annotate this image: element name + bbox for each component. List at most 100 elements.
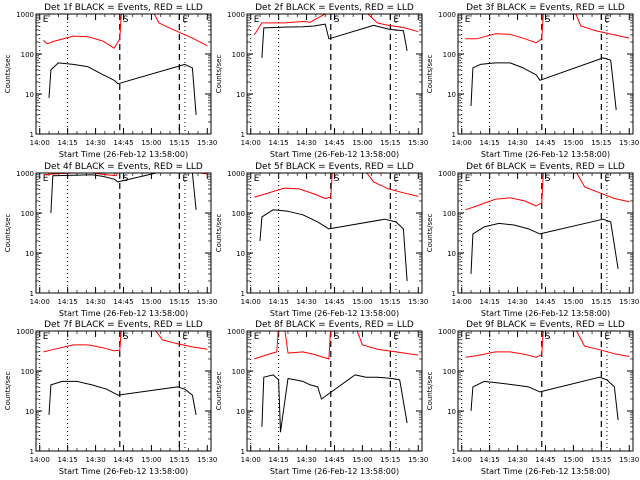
series-group — [43, 331, 208, 415]
x-tick-label: 15:00 — [563, 298, 583, 306]
plot-frame — [457, 13, 634, 135]
series-line-lld — [43, 14, 208, 49]
x-axis-label: Start Time (26-Feb-12 13:58:00) — [481, 467, 610, 476]
x-tick-label: 14:30 — [85, 456, 105, 464]
x-tick-label: 15:30 — [197, 456, 217, 464]
series-line-lld — [465, 331, 630, 358]
y-tick-label: 1 — [241, 448, 245, 456]
x-axis-label: Start Time (26-Feb-12 13:58:00) — [59, 467, 188, 476]
marker-label: E — [465, 174, 471, 184]
x-axis-label: Start Time (26-Feb-12 13:58:00) — [270, 309, 399, 318]
series-line-events — [470, 376, 619, 420]
x-tick-label: 15:30 — [619, 139, 639, 147]
panel-6: Det 6f BLACK = Events, RED = LLD Counts/s… — [426, 162, 639, 318]
series-group — [465, 173, 630, 274]
y-tick-label: 1000 — [227, 328, 245, 336]
series-line-lld — [253, 14, 419, 36]
y-tick-label: 1 — [30, 131, 34, 139]
x-tick-label: 14:15 — [480, 298, 500, 306]
y-tick-label: 10 — [236, 408, 245, 416]
panel-9: Det 9f BLACK = Events, RED = LLD Counts/s… — [426, 320, 639, 476]
x-tick-label: 15:00 — [352, 456, 372, 464]
y-axis-label: Counts/sec — [426, 55, 434, 94]
y-axis-label: Counts/sec — [426, 372, 434, 411]
x-tick-label: 15:15 — [591, 298, 611, 306]
x-tick-label: 14:15 — [58, 139, 78, 147]
marker-label: S — [334, 332, 340, 342]
x-tick-label: 15:30 — [197, 139, 217, 147]
x-tick-label: 14:15 — [480, 139, 500, 147]
x-tick-label: 15:15 — [380, 456, 400, 464]
x-axis-label: Start Time (26-Feb-12 13:58:00) — [481, 309, 610, 318]
panel-title: Det 9f BLACK = Events, RED = LLD — [466, 320, 625, 330]
marker-label: E — [393, 174, 399, 184]
series-line-events — [50, 173, 197, 214]
y-tick-label: 1000 — [16, 170, 34, 178]
marker-label: S — [545, 332, 551, 342]
series-line-events — [48, 62, 197, 115]
y-tick-label: 1 — [452, 131, 456, 139]
plot-frame — [35, 13, 212, 135]
y-tick-label: 1000 — [16, 11, 34, 19]
panel-title: Det 7f BLACK = Events, RED = LLD — [44, 320, 203, 330]
panel-4: Det 4f BLACK = Events, RED = LLD Counts/s… — [4, 162, 217, 318]
marker-label: S — [334, 174, 340, 184]
x-tick-label: 15:15 — [169, 456, 189, 464]
plot-frame — [35, 330, 212, 452]
panel-title: Det 5f BLACK = Events, RED = LLD — [255, 162, 414, 172]
x-tick-label: 15:15 — [591, 139, 611, 147]
x-tick-label: 15:00 — [141, 456, 161, 464]
marker-label: S — [123, 15, 129, 25]
panel-2: Det 2f BLACK = Events, RED = LLD Counts/s… — [215, 3, 428, 159]
panel-title: Det 8f BLACK = Events, RED = LLD — [255, 320, 414, 330]
x-tick-label: 14:30 — [507, 139, 527, 147]
series-line-lld — [43, 331, 208, 353]
y-tick-label: 1 — [241, 290, 245, 298]
y-tick-label: 1000 — [227, 11, 245, 19]
y-tick-label: 1 — [30, 290, 34, 298]
series-line-lld — [254, 173, 419, 199]
marker-label: E — [254, 174, 260, 184]
x-tick-label: 14:00 — [30, 298, 50, 306]
x-tick-label: 14:15 — [269, 456, 289, 464]
x-axis-label: Start Time (26-Feb-12 13:58:00) — [59, 150, 188, 159]
x-tick-label: 14:15 — [480, 456, 500, 464]
y-tick-label: 1000 — [438, 170, 456, 178]
series-group — [254, 173, 419, 282]
y-tick-label: 100 — [21, 368, 34, 376]
y-tick-label: 1000 — [16, 328, 34, 336]
y-tick-label: 1 — [452, 448, 456, 456]
series-group — [465, 14, 630, 110]
marker-label: E — [465, 332, 471, 342]
series-line-events — [470, 57, 617, 110]
x-tick-label: 14:45 — [535, 139, 555, 147]
y-tick-label: 10 — [25, 408, 34, 416]
x-tick-label: 14:15 — [269, 298, 289, 306]
marker-label: E — [604, 174, 610, 184]
x-tick-label: 15:00 — [352, 139, 372, 147]
y-tick-label: 10 — [236, 91, 245, 99]
marker-label: E — [43, 332, 49, 342]
marker-label: S — [545, 174, 551, 184]
y-tick-label: 10 — [236, 250, 245, 258]
plot-frame — [35, 172, 212, 294]
x-tick-label: 15:30 — [408, 298, 428, 306]
x-tick-label: 14:00 — [30, 456, 50, 464]
panel-8: Det 8f BLACK = Events, RED = LLD Counts/s… — [215, 320, 428, 476]
plot-frame — [246, 330, 423, 452]
plot-frame — [457, 330, 634, 452]
x-tick-label: 14:45 — [113, 139, 133, 147]
x-tick-label: 15:00 — [563, 456, 583, 464]
series-line-lld — [465, 173, 630, 211]
x-tick-label: 15:30 — [197, 298, 217, 306]
x-tick-label: 14:30 — [85, 298, 105, 306]
marker-label: E — [43, 15, 49, 25]
plot-frame — [246, 13, 423, 135]
y-tick-label: 1000 — [438, 11, 456, 19]
x-tick-label: 14:15 — [58, 298, 78, 306]
marker-label: E — [393, 15, 399, 25]
panel-3: Det 3f BLACK = Events, RED = LLD Counts/s… — [426, 3, 639, 159]
x-tick-label: 15:30 — [408, 456, 428, 464]
panel-title: Det 6f BLACK = Events, RED = LLD — [466, 162, 625, 172]
x-tick-label: 15:30 — [619, 298, 639, 306]
